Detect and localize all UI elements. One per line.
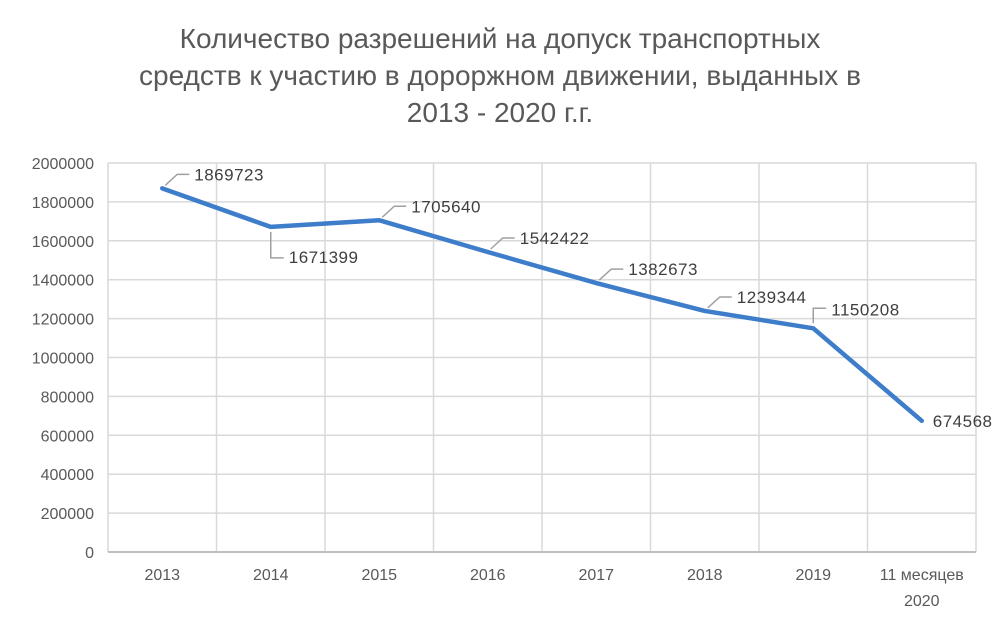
data-label-leader [812, 307, 827, 324]
y-tick-label: 1200000 [32, 312, 94, 329]
data-label: 1542422 [520, 229, 590, 248]
x-tick-label: 2020 [904, 593, 940, 610]
y-tick-label: 600000 [41, 428, 94, 445]
data-label: 1239344 [737, 288, 807, 307]
x-tick-label: 2018 [687, 567, 723, 584]
data-label-leader [270, 231, 284, 259]
y-tick-label: 800000 [41, 389, 94, 406]
data-label: 1671399 [289, 248, 359, 267]
data-label-leader [164, 173, 190, 186]
x-tick-label: 11 месяцев [880, 567, 964, 584]
data-label-leader [598, 268, 624, 281]
chart-title-line-2: средств к участию в дороржном движении, … [139, 60, 861, 91]
x-tick-label: 2016 [470, 567, 506, 584]
x-tick-label: 2019 [795, 567, 831, 584]
data-label: 1869723 [194, 165, 264, 184]
y-tick-label: 1000000 [32, 351, 94, 368]
x-tick-label: 2015 [361, 567, 397, 584]
y-tick-label: 200000 [41, 506, 94, 523]
y-tick-label: 1800000 [32, 195, 94, 212]
chart-title: Количество разрешений на допуск транспор… [0, 20, 1000, 131]
data-label: 1382673 [628, 260, 698, 279]
data-label: 674568 [933, 412, 993, 431]
y-tick-label: 0 [85, 545, 94, 562]
data-label: 1150208 [831, 300, 899, 319]
chart-title-line-3: 2013 - 2020 г.г. [406, 97, 594, 128]
y-tick-label: 1600000 [32, 234, 94, 251]
data-label-leader [707, 296, 732, 309]
x-tick-label: 2013 [144, 567, 180, 584]
y-tick-label: 2000000 [32, 156, 94, 173]
x-tick-label: 2014 [253, 567, 289, 584]
data-label-leader [381, 205, 407, 218]
data-label: 1705640 [411, 197, 481, 216]
y-tick-label: 1400000 [32, 273, 94, 290]
series-line [160, 186, 924, 424]
data-label-leader [490, 237, 515, 250]
y-tick-label: 400000 [41, 467, 94, 484]
x-tick-label: 2017 [578, 567, 614, 584]
chart-title-line-1: Количество разрешений на допуск транспор… [179, 23, 821, 54]
